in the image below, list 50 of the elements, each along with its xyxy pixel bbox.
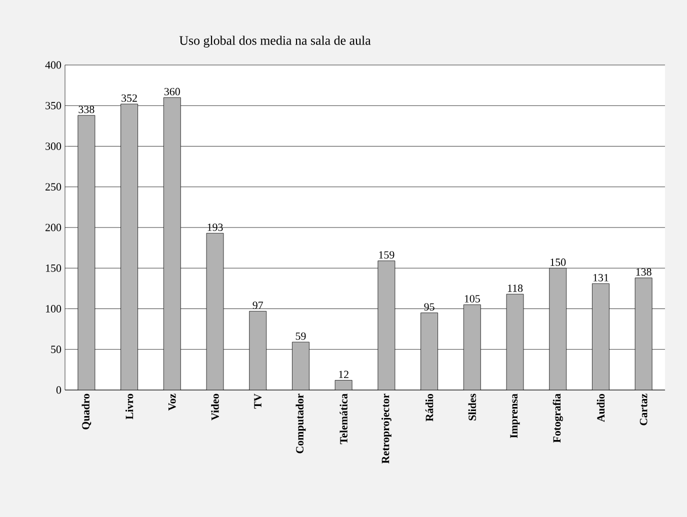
data-label: 338 xyxy=(78,106,94,114)
y-tick-label: 100 xyxy=(46,305,62,312)
y-tick-label: 200 xyxy=(46,224,62,232)
data-label: 105 xyxy=(464,295,480,302)
x-tick-label: Cartaz xyxy=(640,394,648,426)
bar xyxy=(378,260,396,390)
bar xyxy=(506,294,524,390)
x-tick-label: Livro xyxy=(125,394,134,420)
bar xyxy=(420,312,438,390)
x-tick-label: Video xyxy=(211,394,219,420)
y-tick-label: 0 xyxy=(56,386,62,394)
data-label: 193 xyxy=(208,224,223,231)
x-tick-label: TV xyxy=(254,394,262,409)
x-tick-label: Audio xyxy=(596,394,605,422)
data-label: 97 xyxy=(252,302,264,309)
data-label: 159 xyxy=(379,251,394,259)
data-label: 131 xyxy=(593,274,608,282)
x-tick-label: Fotografia xyxy=(552,394,563,443)
bar xyxy=(206,232,224,390)
data-label: 352 xyxy=(122,94,137,102)
bar xyxy=(592,283,610,390)
y-tick-label: 400 xyxy=(45,61,62,69)
y-tick-label: 250 xyxy=(46,183,62,191)
x-tick-label: Voz xyxy=(168,394,176,411)
bar xyxy=(463,304,481,390)
bar xyxy=(549,268,567,390)
x-tick-label: Telemática xyxy=(340,394,348,444)
x-tick-label: Rádio xyxy=(425,394,434,422)
y-tick-label: 350 xyxy=(46,102,62,110)
data-label: 360 xyxy=(164,88,180,96)
data-label: 12 xyxy=(339,370,348,378)
bar xyxy=(292,342,310,390)
data-label: 118 xyxy=(508,284,523,292)
chart-title: Uso global dos media na sala de aula xyxy=(179,36,371,48)
bar xyxy=(634,278,652,390)
data-label: 138 xyxy=(636,268,652,276)
data-label: 150 xyxy=(550,258,566,266)
bar xyxy=(249,310,267,390)
y-tick-label: 300 xyxy=(46,142,62,150)
y-tick-label: 150 xyxy=(46,264,62,272)
x-tick-label: Computador xyxy=(296,394,306,454)
y-tick-label: 50 xyxy=(51,346,62,354)
bar xyxy=(163,97,181,390)
bar xyxy=(78,115,96,390)
x-tick-label: Retroprojector xyxy=(381,394,392,464)
x-tick-label: Quadro xyxy=(82,394,92,430)
x-tick-label: Imprensa xyxy=(510,394,520,438)
bar xyxy=(120,104,138,390)
data-label: 59 xyxy=(296,332,306,340)
x-tick-label: Slides xyxy=(468,394,476,420)
